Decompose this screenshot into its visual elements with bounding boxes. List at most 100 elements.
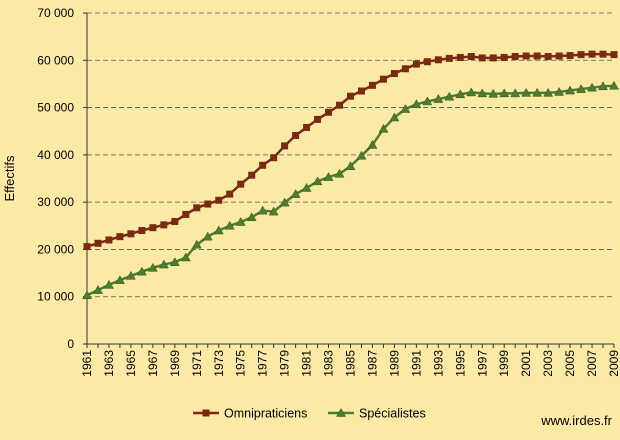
data-point-specialistes bbox=[609, 80, 619, 90]
data-point-omnipraticiens bbox=[390, 70, 398, 78]
data-point-omnipraticiens bbox=[149, 224, 157, 232]
data-point-specialistes bbox=[323, 172, 334, 181]
data-point-omnipraticiens bbox=[248, 171, 256, 179]
data-point-omnipraticiens bbox=[533, 52, 541, 60]
data-point-omnipraticiens bbox=[193, 204, 201, 212]
data-point-specialistes bbox=[400, 103, 411, 113]
x-tick-label: 1963 bbox=[102, 350, 116, 377]
data-point-specialistes bbox=[82, 290, 92, 300]
data-point-omnipraticiens bbox=[138, 227, 146, 235]
data-point-specialistes bbox=[389, 112, 400, 122]
data-point-omnipraticiens bbox=[105, 236, 113, 244]
data-point-specialistes bbox=[466, 87, 477, 97]
x-tick-label: 1981 bbox=[300, 350, 314, 377]
source-label: www.irdes.fr bbox=[541, 413, 612, 428]
data-point-specialistes bbox=[378, 123, 389, 133]
y-tick-label: 30 000 bbox=[37, 195, 74, 209]
legend-marker-specialistes bbox=[336, 407, 346, 417]
x-tick-label: 2001 bbox=[519, 350, 533, 377]
data-point-omnipraticiens bbox=[226, 190, 234, 198]
legend-marker-omnipraticiens bbox=[202, 409, 210, 417]
data-point-omnipraticiens bbox=[336, 101, 344, 109]
data-point-specialistes bbox=[356, 150, 367, 160]
data-point-specialistes bbox=[235, 216, 246, 226]
x-tick-label: 1977 bbox=[256, 350, 270, 377]
data-point-specialistes bbox=[598, 81, 608, 91]
x-tick-label: 1973 bbox=[212, 350, 226, 377]
data-point-omnipraticiens bbox=[456, 53, 464, 61]
data-point-omnipraticiens bbox=[292, 131, 300, 139]
data-point-specialistes bbox=[147, 262, 158, 272]
data-point-specialistes bbox=[104, 279, 114, 289]
data-point-specialistes bbox=[565, 85, 576, 95]
x-tick-label: 1989 bbox=[387, 350, 401, 377]
y-tick-label: 0 bbox=[67, 337, 74, 351]
data-point-specialistes bbox=[499, 88, 510, 98]
data-point-omnipraticiens bbox=[588, 50, 596, 58]
data-point-omnipraticiens bbox=[478, 54, 486, 62]
data-point-omnipraticiens bbox=[555, 52, 563, 60]
x-tick-label: 1987 bbox=[365, 350, 379, 377]
data-point-specialistes bbox=[433, 94, 444, 103]
x-tick-label: 2005 bbox=[563, 350, 577, 377]
series-line-omnipraticiens bbox=[86, 52, 615, 248]
x-tick-label: 1967 bbox=[146, 350, 160, 377]
data-point-omnipraticiens bbox=[434, 56, 442, 64]
data-point-specialistes bbox=[257, 205, 268, 215]
data-point-omnipraticiens bbox=[423, 58, 431, 66]
data-point-specialistes bbox=[136, 266, 147, 276]
data-point-omnipraticiens bbox=[357, 87, 365, 95]
data-point-omnipraticiens bbox=[412, 60, 420, 68]
data-point-specialistes bbox=[246, 212, 257, 222]
x-tick-label: 1965 bbox=[124, 350, 138, 377]
data-point-omnipraticiens bbox=[522, 52, 530, 60]
data-point-omnipraticiens bbox=[467, 53, 475, 61]
data-point-omnipraticiens bbox=[325, 108, 333, 116]
data-point-omnipraticiens bbox=[83, 243, 91, 251]
y-axis-title: Effectifs bbox=[2, 155, 17, 202]
data-point-specialistes bbox=[290, 189, 301, 198]
data-point-specialistes bbox=[488, 88, 499, 98]
data-point-omnipraticiens bbox=[314, 115, 322, 123]
data-point-specialistes bbox=[510, 88, 521, 98]
data-point-omnipraticiens bbox=[281, 142, 289, 150]
x-tick-label: 1979 bbox=[278, 350, 292, 377]
data-point-specialistes bbox=[477, 88, 488, 98]
data-point-omnipraticiens bbox=[127, 230, 135, 238]
data-point-omnipraticiens bbox=[94, 239, 102, 247]
data-point-specialistes bbox=[554, 86, 565, 96]
data-point-specialistes bbox=[213, 225, 224, 235]
data-point-specialistes bbox=[125, 270, 136, 280]
x-tick-label: 1961 bbox=[80, 350, 94, 377]
data-point-specialistes bbox=[158, 259, 169, 269]
y-tick-label: 40 000 bbox=[37, 148, 74, 162]
data-point-specialistes bbox=[224, 220, 235, 230]
data-point-specialistes bbox=[279, 197, 290, 207]
x-tick-label: 1969 bbox=[168, 350, 182, 377]
x-tick-label: 2003 bbox=[541, 350, 555, 377]
y-tick-label: 70 000 bbox=[37, 6, 74, 20]
data-point-specialistes bbox=[345, 161, 356, 170]
y-tick-label: 20 000 bbox=[37, 242, 74, 256]
data-point-omnipraticiens bbox=[445, 54, 453, 62]
data-point-omnipraticiens bbox=[599, 50, 607, 58]
data-point-specialistes bbox=[268, 206, 279, 216]
data-point-specialistes bbox=[191, 239, 202, 249]
data-point-specialistes bbox=[411, 99, 422, 109]
data-point-specialistes bbox=[532, 87, 543, 97]
data-point-specialistes bbox=[444, 91, 455, 101]
data-point-specialistes bbox=[334, 168, 345, 178]
y-tick-label: 60 000 bbox=[37, 53, 74, 67]
data-point-omnipraticiens bbox=[544, 53, 552, 61]
x-tick-label: 1983 bbox=[322, 350, 336, 377]
data-point-specialistes bbox=[455, 89, 466, 99]
data-point-specialistes bbox=[422, 96, 433, 106]
data-point-specialistes bbox=[93, 285, 103, 294]
data-point-omnipraticiens bbox=[171, 218, 179, 226]
x-tick-label: 1991 bbox=[409, 350, 423, 377]
data-point-omnipraticiens bbox=[204, 200, 212, 208]
data-point-specialistes bbox=[312, 176, 323, 186]
data-point-omnipraticiens bbox=[511, 53, 519, 61]
x-tick-label: 2009 bbox=[607, 350, 620, 377]
